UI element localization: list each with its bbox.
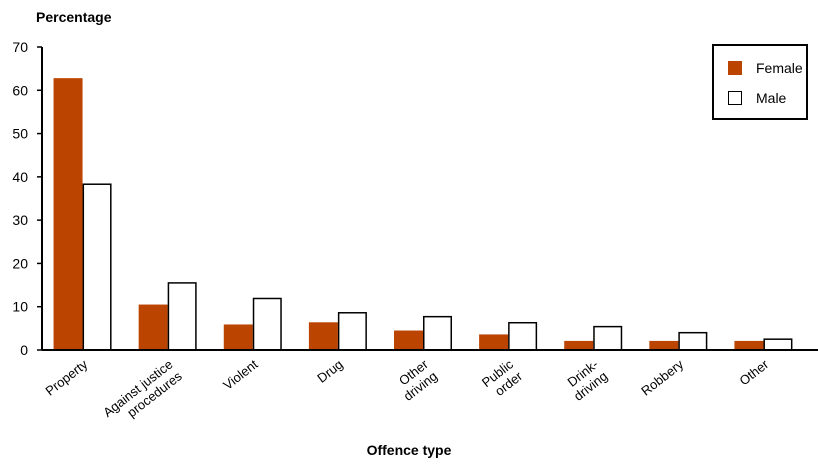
x-tick-label: Publicorder — [479, 356, 526, 402]
bar-male — [423, 315, 452, 351]
y-tick-label: 0 — [20, 342, 28, 358]
legend-item-male: Male — [728, 89, 786, 107]
x-tick-label-line: Other — [736, 356, 771, 388]
y-tick-label: 20 — [12, 255, 28, 271]
y-tick-label: 30 — [12, 212, 28, 228]
bar-female — [138, 304, 168, 350]
bar-male — [337, 312, 367, 351]
x-tick-label-line: Robbery — [638, 356, 686, 398]
legend-swatch-male — [728, 91, 742, 105]
x-tick-label: Against justiceprocedures — [100, 356, 185, 432]
x-tick-label: Drug — [314, 357, 345, 386]
bar-female — [649, 340, 679, 350]
y-tick-label: 40 — [12, 169, 28, 185]
bar-female — [734, 340, 764, 350]
x-tick-label: Robbery — [638, 356, 686, 398]
y-tick-label: 70 — [12, 39, 28, 55]
legend: Female Male — [712, 44, 808, 120]
bar-male — [763, 338, 793, 351]
legend-label-male: Male — [756, 90, 787, 106]
bar-female — [308, 322, 338, 350]
y-axis-title: Percentage — [36, 9, 112, 25]
legend-swatch-female — [728, 61, 742, 75]
x-tick-label-line: Drug — [314, 357, 345, 386]
bar-male — [167, 282, 197, 351]
bar-female — [394, 330, 423, 350]
x-tick-label: Property — [42, 356, 90, 398]
bar-male — [678, 331, 708, 351]
bar-female — [479, 334, 509, 350]
x-tick-label: Otherdriving — [391, 356, 440, 404]
y-tick-label: 60 — [12, 82, 28, 98]
y-tick-label: 50 — [12, 126, 28, 142]
bar-male — [82, 183, 112, 351]
bar-male — [508, 321, 538, 351]
legend-item-female: Female — [728, 59, 803, 77]
x-tick-label: Other — [736, 356, 771, 388]
x-tick-label-line: Violent — [220, 356, 261, 392]
x-tick-label: Violent — [220, 356, 261, 392]
x-tick-label-line: Property — [42, 356, 90, 398]
x-tick-label: Drink-driving — [562, 357, 611, 404]
bar-female — [564, 340, 594, 350]
bar-male — [252, 297, 282, 351]
x-axis-title: Offence type — [366, 442, 452, 458]
bar-male — [593, 325, 623, 351]
bar-female — [223, 324, 253, 350]
legend-label-female: Female — [756, 60, 803, 76]
bar-female — [53, 78, 83, 350]
y-tick-label: 10 — [12, 299, 28, 315]
